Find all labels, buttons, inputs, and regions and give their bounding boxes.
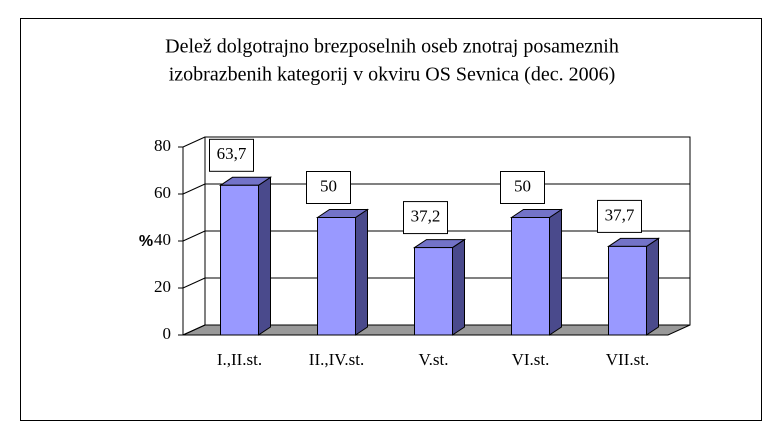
value-label-box [597,199,642,233]
value-label-box [500,171,545,204]
value-label-box [209,138,254,172]
bar-face [317,217,356,336]
bar [218,176,273,336]
bar [315,208,370,336]
value-label: 37,7 [605,205,635,224]
grid-line [182,324,206,336]
bar [606,237,661,336]
value-label-box [403,201,448,235]
value-label: 50 [320,176,337,195]
bar [509,208,564,336]
grid-line [182,136,206,148]
grid-line [182,183,206,195]
bar-face [646,237,659,336]
y-tick-label: 20 [154,277,171,296]
grid-line [182,230,206,242]
chart-title: izobrazbenih kategorij v okviru OS Sevni… [169,64,616,86]
bar-face [414,247,453,336]
grid-line [182,277,206,289]
x-tick-label: II.,IV.st. [309,350,364,369]
x-tick-label: VII.st. [606,350,649,369]
value-label: 37,2 [411,206,441,225]
chart-title: Delež dolgotrajno brezposelnih oseb znot… [165,36,619,58]
y-tick-label: 0 [163,324,172,343]
bar [412,238,467,336]
x-tick-label: VI.st. [512,350,550,369]
bar-face [511,217,550,336]
y-axis-label: % [139,233,153,250]
bar-face [355,208,368,336]
x-tick-label: I.,II.st. [217,350,262,369]
bar-face [549,208,562,336]
y-tick-label: 80 [154,136,171,155]
y-tick-label: 60 [154,183,171,202]
value-label: 63,7 [217,144,247,163]
y-tick-label: 40 [154,230,171,249]
bar-face [220,184,259,336]
x-tick-label: V.st. [419,350,449,369]
bar-face [608,245,647,336]
value-label-box [306,171,351,204]
value-label: 50 [514,176,531,195]
bar-face [452,238,465,336]
bar-face [258,176,271,336]
